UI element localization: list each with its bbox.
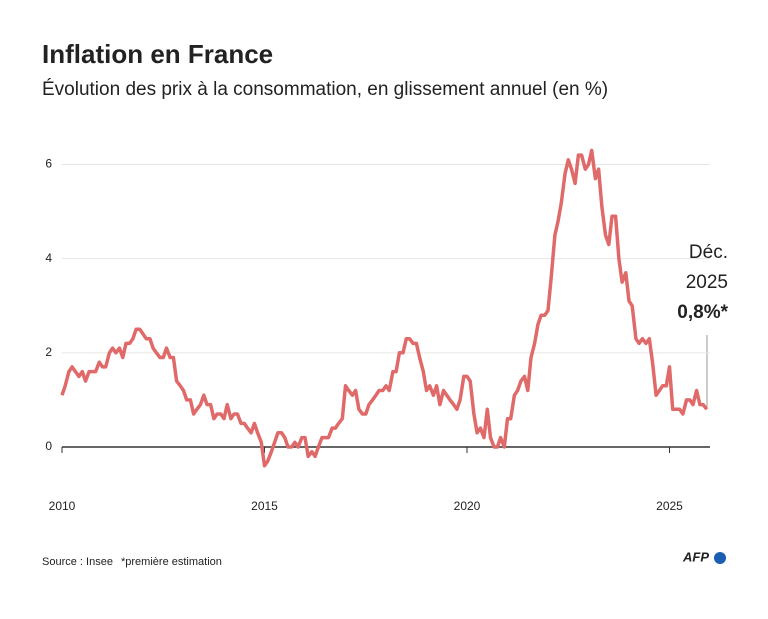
y-tick-label: 6 [45, 157, 52, 171]
chart-subtitle: Évolution des prix à la consommation, en… [42, 79, 608, 100]
annotation: Déc. [689, 242, 728, 263]
x-tick-label: 2020 [454, 499, 481, 513]
logo-dot [714, 552, 726, 564]
y-tick-label: 2 [45, 345, 52, 359]
annotation: 2025 [686, 272, 728, 293]
x-tick-label: 2015 [251, 499, 278, 513]
x-tick-label: 2025 [656, 499, 683, 513]
annotation: 0,8%* [677, 302, 728, 323]
note: *première estimation [121, 556, 222, 568]
credit: AFP [682, 549, 709, 564]
source: Source : Insee [42, 556, 113, 568]
y-tick-label: 4 [45, 251, 52, 265]
y-tick-label: 0 [45, 439, 52, 453]
chart-title: Inflation en France [42, 39, 273, 69]
x-tick-label: 2010 [49, 499, 76, 513]
data-line [60, 148, 709, 468]
